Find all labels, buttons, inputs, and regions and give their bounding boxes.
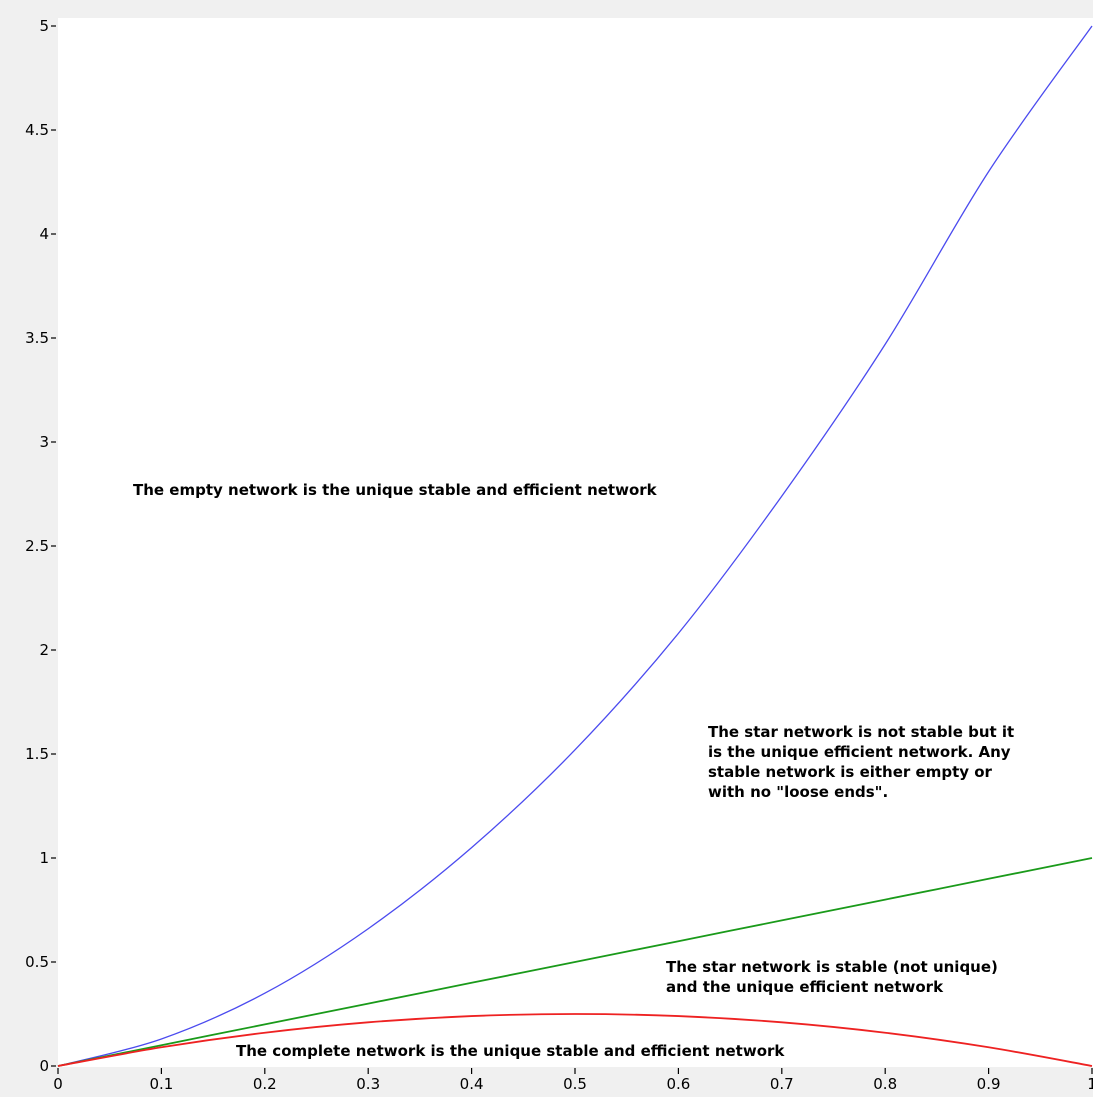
x-tick-label: 0.1 (149, 1075, 173, 1093)
annotation-complete-network: The complete network is the unique stabl… (236, 1042, 785, 1060)
annotation-empty-network: The empty network is the unique stable a… (133, 481, 658, 499)
x-tick-label: 0.5 (563, 1075, 587, 1093)
x-tick-label: 0.7 (770, 1075, 794, 1093)
y-tick-label: 0 (39, 1057, 49, 1075)
y-tick-label: 1 (39, 849, 49, 867)
x-tick-label: 0.4 (460, 1075, 484, 1093)
annotation-star-not-stable-line: stable network is either empty or (708, 763, 993, 781)
annotation-star-stable-line: The star network is stable (not unique) (666, 958, 998, 976)
y-tick-label: 4 (39, 225, 49, 243)
series-line (57, 857, 1093, 1067)
y-tick-label: 0.5 (25, 953, 49, 971)
series-lines (57, 25, 1093, 1067)
annotation-star-not-stable-line: The star network is not stable but it (708, 723, 1014, 741)
x-tick-label: 0.8 (873, 1075, 897, 1093)
x-tick-label: 1 (1087, 1075, 1093, 1093)
y-axis: 0 0.5 1 1.5 2 2.5 3 3.5 4 4.5 5 (25, 17, 56, 1075)
y-tick-label: 2.5 (25, 537, 49, 555)
x-tick-label: 0 (53, 1075, 63, 1093)
annotation-star-not-stable-line: is the unique efficient network. Any (708, 743, 1011, 761)
y-tick-label: 3.5 (25, 329, 49, 347)
x-tick-label: 0.9 (977, 1075, 1001, 1093)
series-line (57, 25, 1093, 1067)
plot-area (58, 18, 1093, 1067)
x-tick-label: 0.3 (356, 1075, 380, 1093)
y-tick-label: 1.5 (25, 745, 49, 763)
x-axis: 0 0.1 0.2 0.3 0.4 0.5 0.6 0.7 0.8 0.9 1 (53, 1068, 1093, 1093)
annotation-star-stable-line: and the unique efficient network (666, 978, 944, 996)
annotation-star-stable: The star network is stable (not unique) … (666, 958, 1003, 996)
annotation-star-not-stable: The star network is not stable but it is… (708, 723, 1019, 801)
x-tick-label: 0.2 (253, 1075, 277, 1093)
y-tick-label: 4.5 (25, 121, 49, 139)
annotation-star-not-stable-line: with no "loose ends". (708, 783, 888, 801)
y-tick-label: 3 (39, 433, 49, 451)
series-line (57, 1013, 1093, 1067)
y-tick-label: 2 (39, 641, 49, 659)
y-tick-label: 5 (39, 17, 49, 35)
x-tick-label: 0.6 (666, 1075, 690, 1093)
